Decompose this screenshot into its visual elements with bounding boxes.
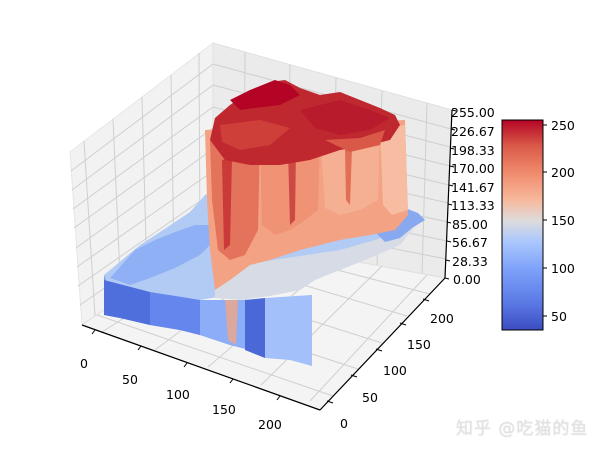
x-tick-label: 0 — [80, 356, 88, 371]
z-tick-label: 113.33 — [451, 198, 495, 213]
colorbar-gradient — [501, 119, 544, 331]
z-tick-label: 198.33 — [451, 143, 495, 158]
y-tick-label: 200 — [430, 311, 454, 326]
x-axis-line — [81, 324, 321, 411]
z-axis: 0.00 28.33 56.67 85.00 113.33 141.67 170… — [444, 105, 495, 287]
watermark: 知乎 @吃猫的鱼 — [456, 419, 589, 439]
surface-plot — [104, 80, 425, 366]
colorbar-tick-label: 100 — [551, 261, 575, 276]
y-tick-label: 50 — [362, 390, 378, 405]
y-tick-label: 150 — [407, 337, 431, 352]
x-tick-label: 150 — [212, 402, 236, 417]
z-tick-label: 85.00 — [452, 217, 488, 232]
z-tick-label: 28.33 — [452, 254, 488, 269]
y-tick-label: 0 — [340, 416, 348, 431]
z-tick-label: 56.67 — [452, 235, 488, 250]
z-tick-label: 141.67 — [451, 180, 495, 195]
z-tick-label: 170.00 — [451, 161, 495, 176]
x-axis: 0 50 100 150 200 — [80, 329, 282, 432]
z-axis-line — [444, 109, 453, 279]
colorbar: 50 100 150 200 250 — [501, 118, 575, 331]
x-tick-label: 50 — [122, 372, 138, 387]
colorbar-tick-label: 250 — [551, 118, 575, 133]
y-tick-label: 100 — [383, 363, 407, 378]
z-tick-label: 0.00 — [453, 272, 481, 287]
colorbar-tick-label: 50 — [551, 309, 567, 324]
x-tick-label: 100 — [166, 387, 190, 402]
y-axis: 0 50 100 150 200 — [326, 298, 454, 431]
colorbar-tick-label: 150 — [551, 213, 575, 228]
axis-lines — [81, 109, 453, 411]
colorbar-tick-label: 200 — [551, 165, 575, 180]
y-axis-line — [319, 277, 446, 411]
x-tick-label: 200 — [258, 417, 282, 432]
z-tick-label: 255.00 — [451, 105, 495, 120]
z-tick-label: 226.67 — [451, 124, 495, 139]
